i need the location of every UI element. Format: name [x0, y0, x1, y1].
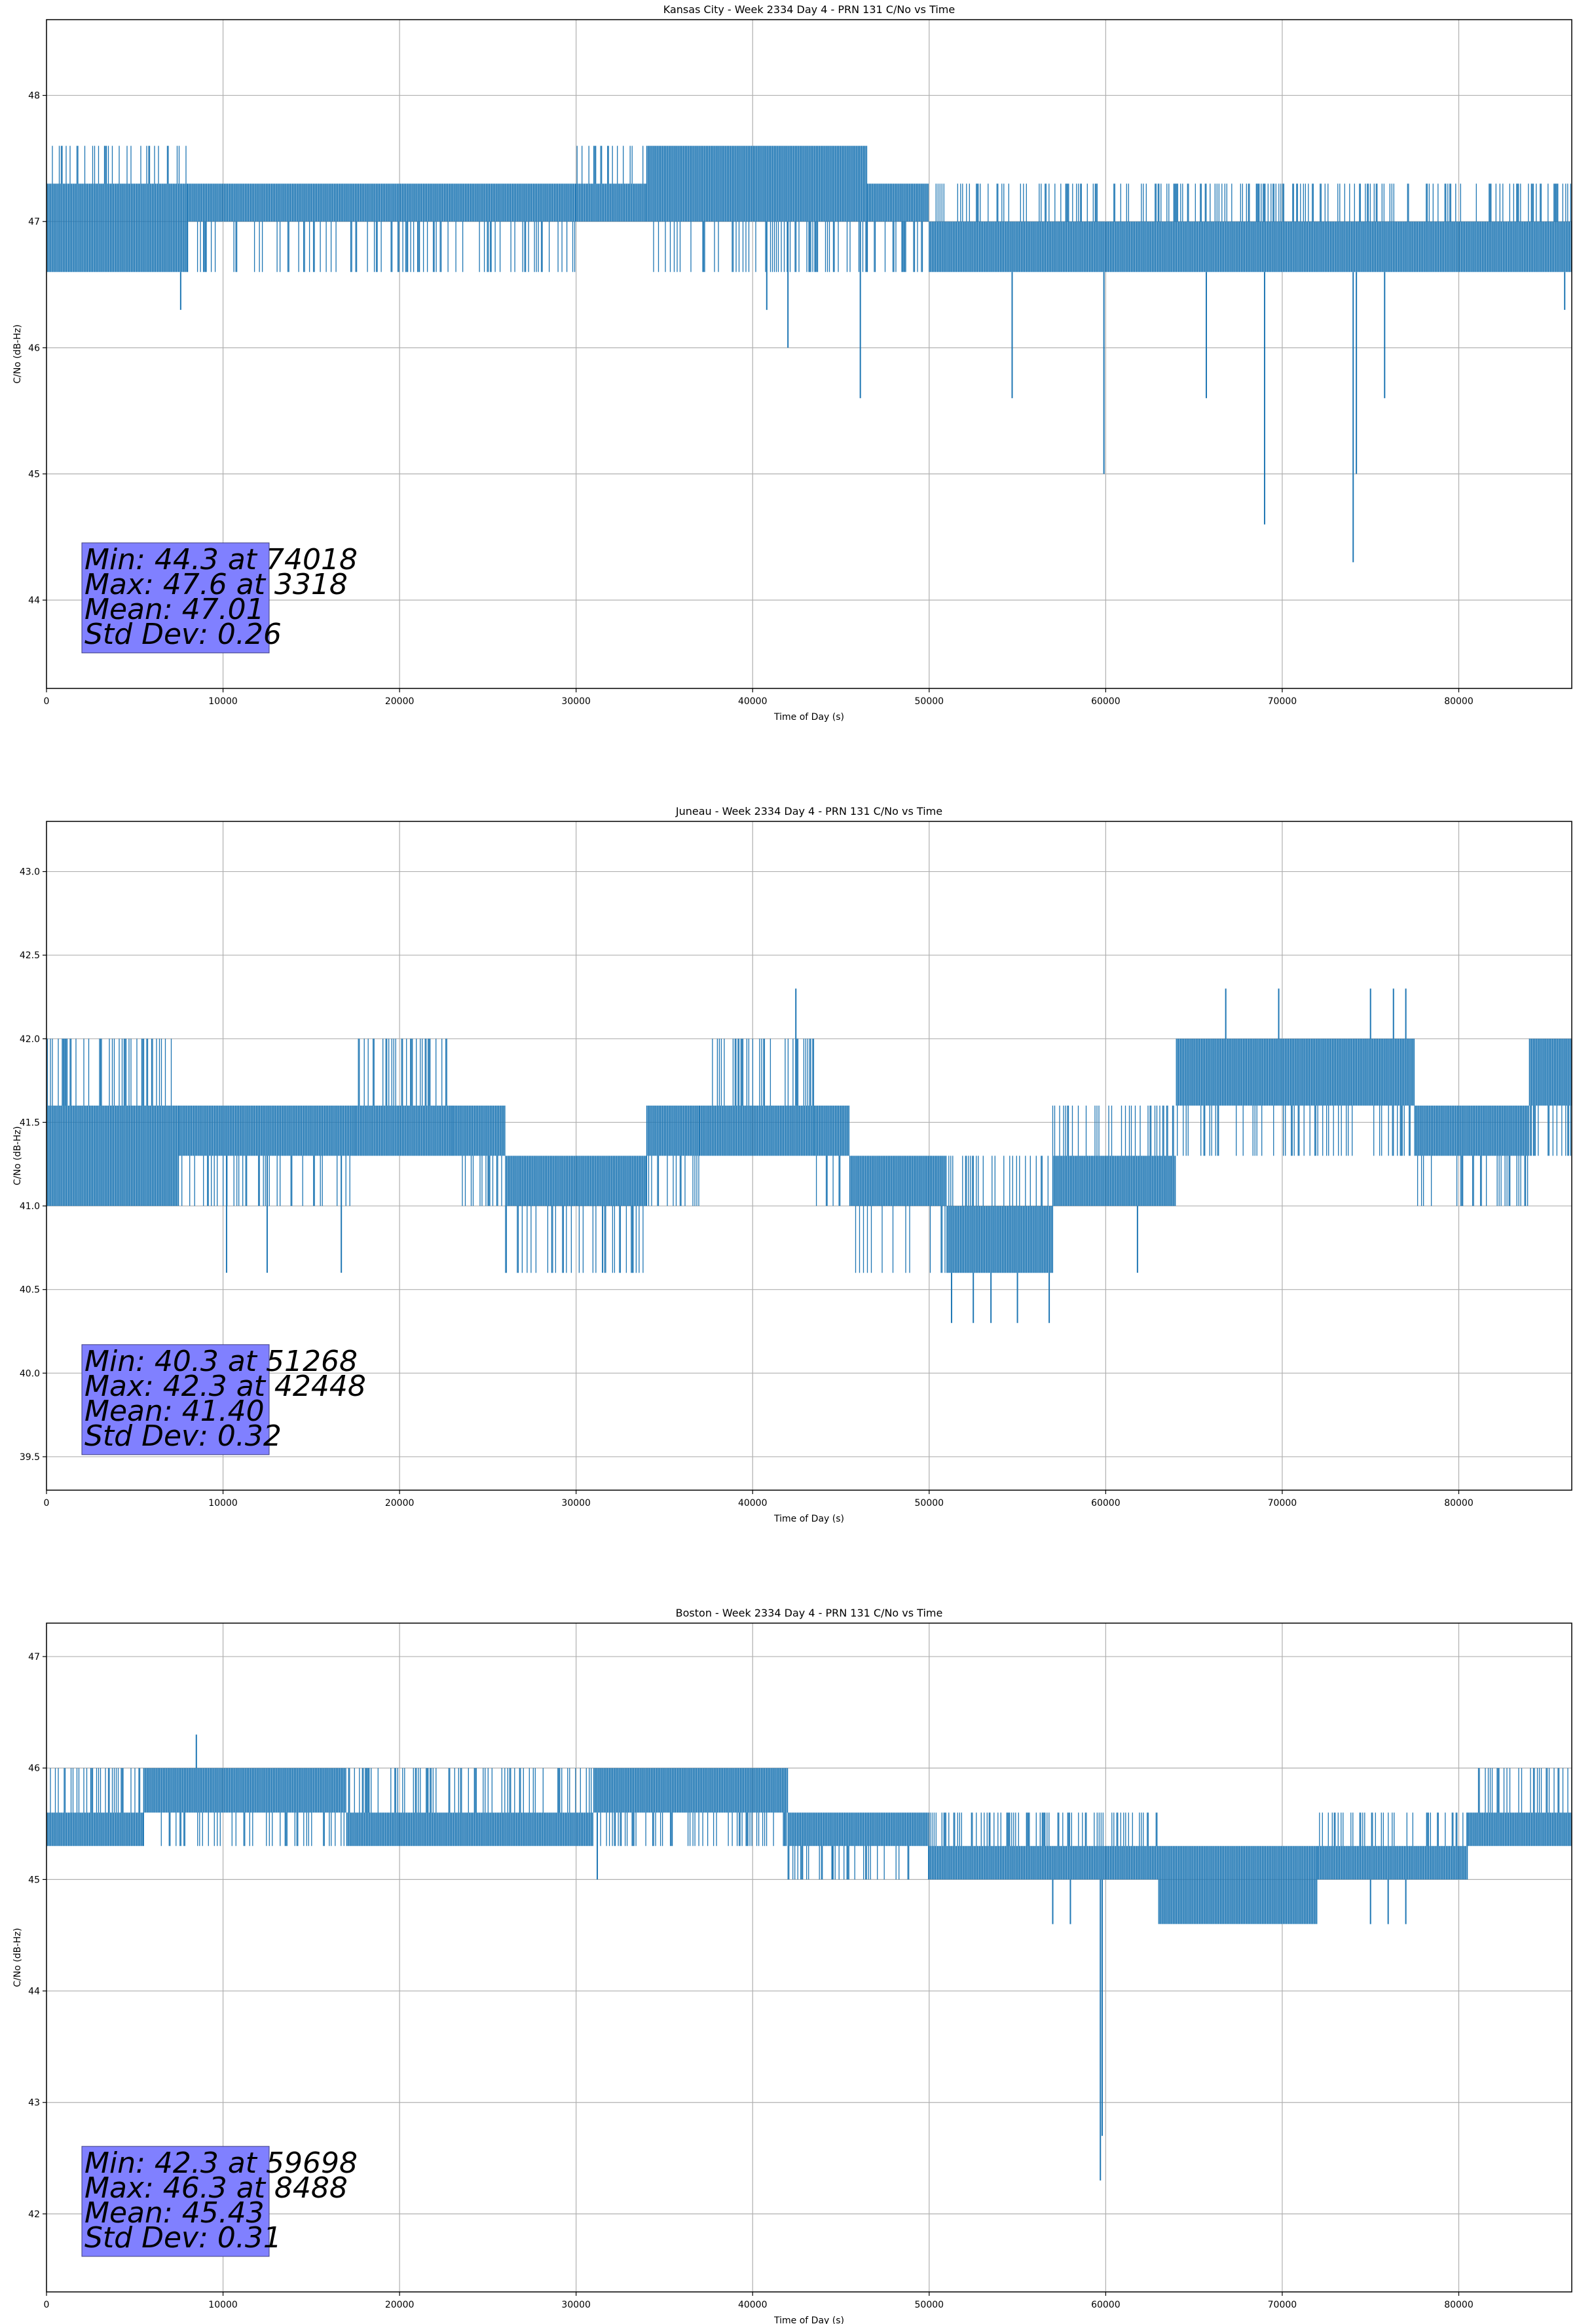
chart-0: 0 10000 20000 30000 40000 50000 60000 70000 8000…: [12, 3, 1572, 722]
x-tick-label: 80000: [1444, 1498, 1474, 1509]
y-axis-label: C/No (dB-Hz): [12, 1126, 23, 1185]
y-tick-label: 43: [28, 2098, 40, 2108]
axes-frame: [46, 821, 1572, 1491]
y-axis-label: C/No (dB-Hz): [12, 324, 23, 383]
y-tick-label: 40.5: [20, 1285, 40, 1296]
x-tick-label: 30000: [561, 1498, 591, 1509]
y-tick-label: 46: [28, 343, 40, 354]
y-axis-label: C/No (dB-Hz): [12, 1928, 23, 1987]
x-axis-label: Time of Day (s): [773, 2315, 844, 2324]
x-tick-label: 60000: [1091, 2300, 1121, 2310]
y-tick-label: 41.5: [20, 1117, 40, 1128]
series-band: [46, 1038, 1572, 1273]
y-tick-label: 40.0: [20, 1368, 40, 1379]
stats-box: [81, 1344, 270, 1455]
stats-box: [81, 2146, 270, 2257]
stats-line: Std Dev: 0.31: [84, 2221, 282, 2255]
y-tick-label: 42.5: [20, 950, 40, 961]
x-tick-label: 50000: [915, 1498, 944, 1509]
x-tick-label: 10000: [208, 696, 238, 707]
x-tick-label: 30000: [561, 2300, 591, 2310]
x-tick-label: 10000: [208, 2300, 238, 2310]
x-tick-label: 10000: [208, 1498, 238, 1509]
stats-line: Max: 47.6 at 3318: [84, 568, 348, 601]
chart-title: Juneau - Week 2334 Day 4 - PRN 131 C/No …: [675, 805, 942, 817]
y-tick-label: 43.0: [20, 867, 40, 878]
chart-2: 0 10000 20000 30000 40000 50000 60000 70000 8000…: [12, 1607, 1572, 2324]
x-tick-label: 40000: [738, 2300, 768, 2310]
x-tick-label: 50000: [915, 696, 944, 707]
x-tick-label: 40000: [738, 1498, 768, 1509]
x-tick-label: 20000: [385, 1498, 415, 1509]
series-line: [46, 1734, 1572, 2181]
x-tick-label: 80000: [1444, 696, 1474, 707]
stats-line: Max: 42.3 at 42448: [84, 1370, 366, 1403]
stats-line: Min: 42.3 at 59698: [84, 2146, 358, 2180]
series-band: [46, 145, 1572, 272]
stats-line: Mean: 45.43: [84, 2196, 265, 2230]
x-tick-label: 60000: [1091, 1498, 1121, 1509]
stats-box: [81, 542, 270, 654]
x-tick-label: 20000: [385, 2300, 415, 2310]
chart-1: 0 10000 20000 30000 40000 50000 60000 70000 8000…: [12, 805, 1572, 1524]
x-tick-label: 50000: [915, 2300, 944, 2310]
stats-line: Mean: 47.01: [84, 593, 265, 626]
x-tick-label: 60000: [1091, 696, 1121, 707]
x-tick-label: 0: [44, 1498, 50, 1509]
y-tick-label: 45: [28, 1875, 40, 1885]
axes-frame: [46, 19, 1572, 689]
x-tick-label: 70000: [1268, 1498, 1297, 1509]
x-tick-label: 0: [44, 696, 50, 707]
stats-line: Std Dev: 0.26: [84, 618, 282, 651]
chart-title: Boston - Week 2334 Day 4 - PRN 131 C/No …: [676, 1607, 943, 1619]
y-tick-label: 41.0: [20, 1201, 40, 1212]
x-tick-label: 0: [44, 2300, 50, 2310]
y-tick-label: 44: [28, 595, 40, 606]
x-tick-label: 20000: [385, 696, 415, 707]
x-tick-label: 70000: [1268, 2300, 1297, 2310]
y-tick-label: 48: [28, 91, 40, 102]
y-tick-label: 44: [28, 1987, 40, 1997]
x-axis-label: Time of Day (s): [773, 1514, 844, 1524]
y-tick-label: 47: [28, 217, 40, 227]
stats-line: Std Dev: 0.32: [84, 1419, 282, 1453]
chart-title: Kansas City - Week 2334 Day 4 - PRN 131 …: [663, 3, 955, 16]
stats-line: Min: 40.3 at 51268: [84, 1345, 358, 1378]
stats-line: Max: 46.3 at 8488: [84, 2171, 348, 2205]
x-tick-label: 70000: [1268, 696, 1297, 707]
x-tick-label: 80000: [1444, 2300, 1474, 2310]
stats-line: Mean: 41.40: [84, 1395, 265, 1428]
x-axis-label: Time of Day (s): [773, 712, 844, 722]
y-tick-label: 39.5: [20, 1452, 40, 1463]
series-line: [46, 145, 1572, 563]
y-tick-label: 46: [28, 1763, 40, 1774]
axes-frame: [46, 1622, 1572, 2293]
stats-line: Min: 44.3 at 74018: [84, 543, 358, 576]
y-tick-label: 47: [28, 1652, 40, 1662]
series-line: [46, 988, 1572, 1323]
y-tick-label: 42.0: [20, 1034, 40, 1045]
x-tick-label: 30000: [561, 696, 591, 707]
series-band: [46, 1768, 1572, 1924]
y-tick-label: 45: [28, 470, 40, 480]
y-tick-label: 42: [28, 2209, 40, 2220]
x-tick-label: 40000: [738, 696, 768, 707]
